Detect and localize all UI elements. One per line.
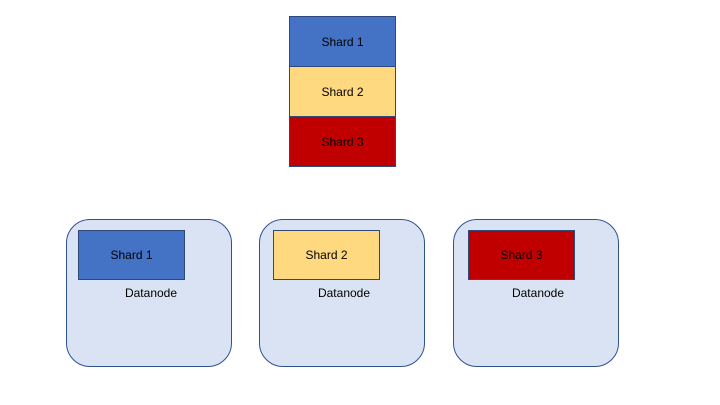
datanode-2: Shard 2 Datanode — [259, 219, 425, 367]
datanode-3-shard: Shard 3 — [468, 230, 575, 280]
datanode-2-shard: Shard 2 — [273, 230, 380, 280]
datanode-1-shard-label: Shard 1 — [110, 248, 153, 262]
stack-shard-1: Shard 1 — [289, 16, 396, 67]
stack-shard-3-label: Shard 3 — [321, 134, 364, 149]
stack-shard-2-label: Shard 2 — [321, 84, 364, 99]
datanode-1-label: Datanode — [124, 286, 178, 300]
datanode-1-shard: Shard 1 — [78, 230, 185, 280]
shard-stack: Shard 1 Shard 2 Shard 3 — [289, 16, 396, 167]
datanode-3-label: Datanode — [511, 286, 565, 300]
datanode-3-shard-label: Shard 3 — [500, 248, 543, 262]
datanode-3: Shard 3 Datanode — [453, 219, 619, 367]
datanode-2-shard-label: Shard 2 — [305, 248, 348, 262]
stack-shard-3: Shard 3 — [289, 116, 396, 167]
datanode-1: Shard 1 Datanode — [66, 219, 232, 367]
datanode-2-label: Datanode — [317, 286, 371, 300]
stack-shard-1-label: Shard 1 — [321, 34, 364, 49]
stack-shard-2: Shard 2 — [289, 66, 396, 117]
